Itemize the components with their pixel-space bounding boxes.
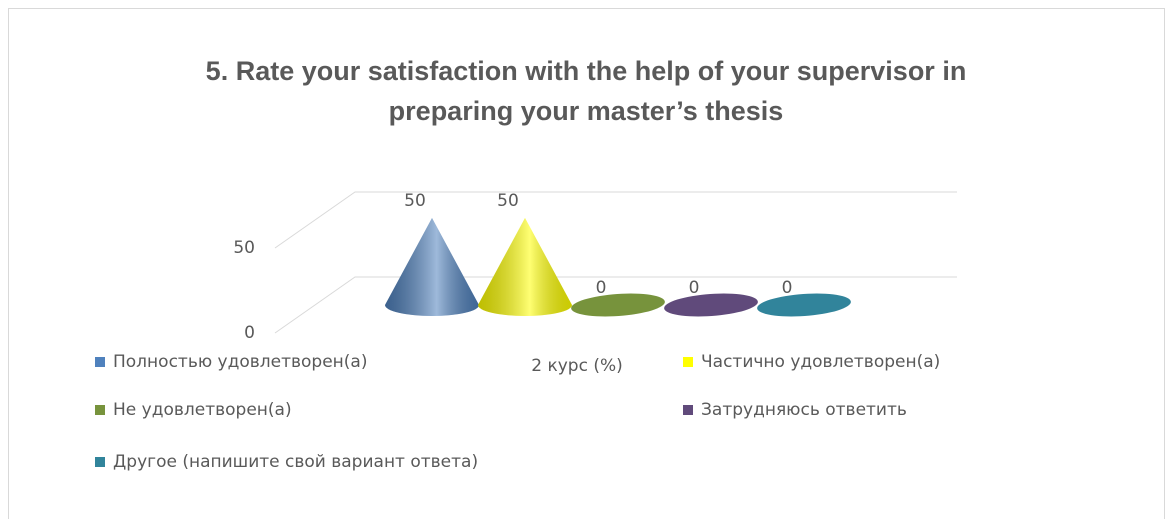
chart-title: 5. Rate your satisfaction with the help … [206, 56, 967, 86]
grid-line [274, 191, 957, 249]
legend-marker [95, 405, 105, 415]
legend-marker [683, 405, 693, 415]
chart-border [8, 8, 1165, 519]
data-label: 50 [404, 191, 426, 211]
cone [571, 293, 665, 317]
cone-shading [385, 218, 479, 316]
legend-label: Не удовлетворен(а) [113, 400, 292, 420]
legend-label: Частично удовлетворен(а) [701, 352, 940, 372]
legend-marker [683, 357, 693, 367]
data-label: 0 [689, 278, 700, 298]
data-label: 0 [596, 278, 607, 298]
legend-label: Затрудняюсь ответить [701, 400, 907, 420]
y-tick-label: 0 [244, 323, 255, 343]
data-label: 0 [782, 278, 793, 298]
legend-label: Другое (напишите свой вариант ответа) [113, 452, 478, 472]
chart-title: preparing your master’s thesis [389, 96, 784, 126]
cone-shading [478, 218, 572, 316]
category-label: 2 курс (%) [531, 356, 623, 376]
legend-label: Полностью удовлетворен(а) [113, 352, 367, 372]
cone [664, 293, 758, 317]
cone [757, 293, 851, 317]
legend-marker [95, 457, 105, 467]
data-label: 50 [497, 191, 519, 211]
grid-line [274, 276, 957, 334]
legend-marker [95, 357, 105, 367]
y-tick-label: 50 [233, 238, 255, 258]
